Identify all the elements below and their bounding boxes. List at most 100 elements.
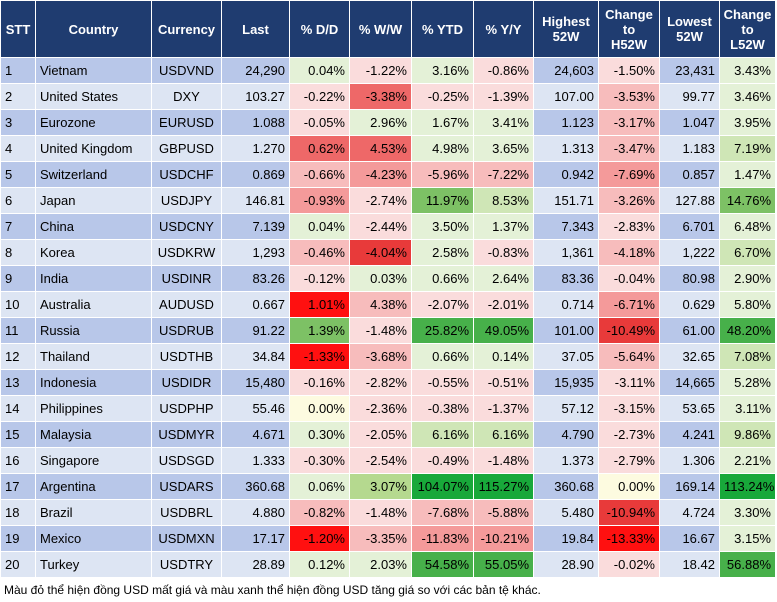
cell-yy: -10.21% — [473, 525, 534, 552]
cell-change-h52w: -3.53% — [598, 83, 660, 110]
cell-stt: 2 — [0, 83, 36, 110]
table-row: 10 Australia AUDUSD 0.667 1.01% 4.38% -2.07% -2… — [0, 291, 776, 318]
cell-dd: -1.20% — [289, 525, 350, 552]
cell-ww: -4.04% — [349, 239, 412, 266]
cell-lowest-52w: 32.65 — [659, 343, 720, 370]
cell-last: 34.84 — [221, 343, 290, 370]
cell-highest-52w: 0.942 — [533, 161, 599, 188]
cell-stt: 6 — [0, 187, 36, 214]
table-row: 7 China USDCNY 7.139 0.04% -2.44% 3.50% 1.37% 7.… — [0, 213, 776, 240]
cell-lowest-52w: 61.00 — [659, 317, 720, 344]
cell-dd: 0.06% — [289, 473, 350, 500]
cell-lowest-52w: 0.857 — [659, 161, 720, 188]
cell-ww: 2.96% — [349, 109, 412, 136]
cell-yy: 49.05% — [473, 317, 534, 344]
cell-highest-52w: 37.05 — [533, 343, 599, 370]
cell-dd: -0.16% — [289, 369, 350, 396]
cell-country: India — [35, 265, 152, 292]
cell-country: Brazil — [35, 499, 152, 526]
cell-ww: -3.35% — [349, 525, 412, 552]
cell-country: Australia — [35, 291, 152, 318]
cell-yy: -5.88% — [473, 499, 534, 526]
cell-change-l52w: 2.21% — [719, 447, 776, 474]
cell-change-h52w: -4.18% — [598, 239, 660, 266]
table-row: 11 Russia USDRUB 91.22 1.39% -1.48% 25.82% 49.0… — [0, 317, 776, 344]
cell-currency: USDTHB — [151, 343, 222, 370]
cell-ytd: -0.25% — [411, 83, 474, 110]
cell-change-h52w: -10.49% — [598, 317, 660, 344]
cell-ww: -2.74% — [349, 187, 412, 214]
cell-change-h52w: -13.33% — [598, 525, 660, 552]
cell-highest-52w: 4.790 — [533, 421, 599, 448]
cell-last: 1.088 — [221, 109, 290, 136]
cell-currency: USDKRW — [151, 239, 222, 266]
cell-lowest-52w: 1.306 — [659, 447, 720, 474]
table-row: 14 Philippines USDPHP 55.46 0.00% -2.36% -0.38… — [0, 395, 776, 422]
cell-stt: 17 — [0, 473, 36, 500]
cell-dd: 1.01% — [289, 291, 350, 318]
cell-highest-52w: 57.12 — [533, 395, 599, 422]
cell-last: 4.671 — [221, 421, 290, 448]
header-lowest-52w: Lowest 52W — [659, 0, 720, 58]
cell-change-l52w: 7.19% — [719, 135, 776, 162]
cell-change-h52w: -3.15% — [598, 395, 660, 422]
cell-dd: -0.05% — [289, 109, 350, 136]
cell-ytd: 0.66% — [411, 343, 474, 370]
cell-ytd: 54.58% — [411, 551, 474, 578]
cell-change-l52w: 48.20% — [719, 317, 776, 344]
cell-highest-52w: 7.343 — [533, 213, 599, 240]
cell-currency: USDRUB — [151, 317, 222, 344]
cell-stt: 11 — [0, 317, 36, 344]
cell-country: Singapore — [35, 447, 152, 474]
cell-change-l52w: 7.08% — [719, 343, 776, 370]
cell-lowest-52w: 14,665 — [659, 369, 720, 396]
cell-stt: 3 — [0, 109, 36, 136]
table-row: 12 Thailand USDTHB 34.84 -1.33% -3.68% 0.66% 0.… — [0, 343, 776, 370]
cell-highest-52w: 0.714 — [533, 291, 599, 318]
cell-ytd: 3.16% — [411, 57, 474, 84]
cell-yy: 8.53% — [473, 187, 534, 214]
cell-country: Indonesia — [35, 369, 152, 396]
cell-last: 1.270 — [221, 135, 290, 162]
cell-stt: 19 — [0, 525, 36, 552]
cell-currency: DXY — [151, 83, 222, 110]
cell-lowest-52w: 169.14 — [659, 473, 720, 500]
cell-currency: USDPHP — [151, 395, 222, 422]
cell-ww: -2.05% — [349, 421, 412, 448]
cell-yy: -0.51% — [473, 369, 534, 396]
cell-change-l52w: 2.90% — [719, 265, 776, 292]
cell-lowest-52w: 4.724 — [659, 499, 720, 526]
cell-stt: 9 — [0, 265, 36, 292]
cell-ytd: 11.97% — [411, 187, 474, 214]
header-dd: % D/D — [289, 0, 350, 58]
cell-yy: 0.14% — [473, 343, 534, 370]
cell-yy: -1.48% — [473, 447, 534, 474]
table-row: 19 Mexico USDMXN 17.17 -1.20% -3.35% -11.83% -1… — [0, 525, 776, 552]
cell-change-l52w: 6.48% — [719, 213, 776, 240]
cell-stt: 18 — [0, 499, 36, 526]
cell-lowest-52w: 6.701 — [659, 213, 720, 240]
cell-highest-52w: 5.480 — [533, 499, 599, 526]
cell-change-l52w: 9.86% — [719, 421, 776, 448]
cell-yy: 6.16% — [473, 421, 534, 448]
cell-yy: 115.27% — [473, 473, 534, 500]
cell-ww: -2.44% — [349, 213, 412, 240]
cell-last: 83.26 — [221, 265, 290, 292]
cell-last: 0.869 — [221, 161, 290, 188]
cell-ww: -4.23% — [349, 161, 412, 188]
table-body: 1 Vietnam USDVND 24,290 0.04% -1.22% 3.16% -0.8… — [0, 57, 776, 578]
cell-change-l52w: 6.70% — [719, 239, 776, 266]
cell-stt: 8 — [0, 239, 36, 266]
cell-last: 15,480 — [221, 369, 290, 396]
cell-currency: EURUSD — [151, 109, 222, 136]
cell-ytd: 3.50% — [411, 213, 474, 240]
cell-change-l52w: 56.88% — [719, 551, 776, 578]
cell-last: 17.17 — [221, 525, 290, 552]
cell-lowest-52w: 18.42 — [659, 551, 720, 578]
cell-last: 1.333 — [221, 447, 290, 474]
table-row: 13 Indonesia USDIDR 15,480 -0.16% -2.82% -0.55… — [0, 369, 776, 396]
cell-ytd: 25.82% — [411, 317, 474, 344]
cell-ytd: 0.66% — [411, 265, 474, 292]
cell-ytd: -7.68% — [411, 499, 474, 526]
cell-country: Japan — [35, 187, 152, 214]
